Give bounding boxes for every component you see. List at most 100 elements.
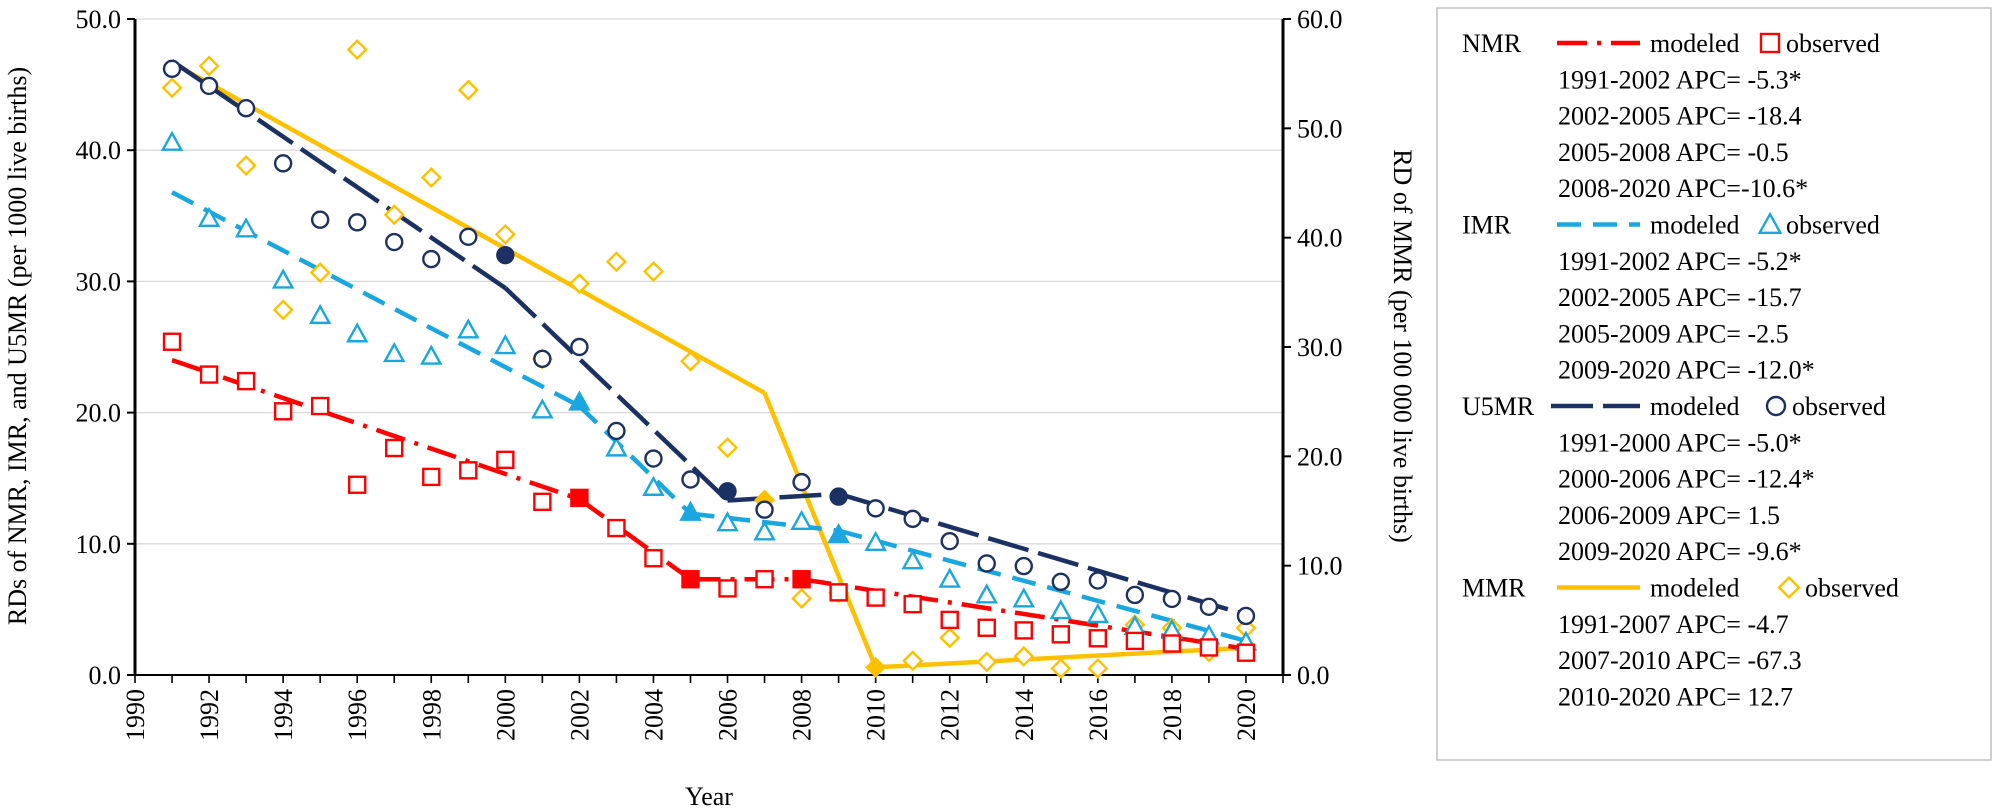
mmr-observed-point (457, 79, 479, 101)
mmr-legend-marker (1777, 575, 1801, 600)
nmr-observed-point (940, 610, 959, 630)
imr-apc-text: 2005-2009 APC= -2.5 (1558, 319, 1789, 348)
imr-apc-text: 1991-2002 APC= -5.2* (1558, 247, 1802, 276)
mmr-observed-point (1087, 657, 1109, 679)
right-y-tick-label: 20.0 (1297, 442, 1343, 471)
imr-observed-point (864, 530, 887, 552)
mmr-observed-point (420, 167, 442, 189)
imr-legend-observed-label: observed (1786, 211, 1880, 240)
nmr-observed-point (755, 570, 774, 589)
imr-observed-point (308, 303, 332, 325)
nmr-observed-point (1051, 625, 1071, 644)
u5mr-observed-point (570, 337, 589, 357)
nmr-apc-text: 2005-2008 APC= -0.5 (1558, 138, 1789, 167)
imr-observed-point (271, 268, 295, 289)
right-y-tick-label: 10.0 (1297, 552, 1343, 581)
right-y-tick-label: 0.0 (1297, 661, 1330, 690)
nmr-observed-point (1014, 621, 1033, 640)
nmr-observed-point (866, 588, 885, 607)
x-tick-label: 2014 (1010, 689, 1039, 741)
u5mr-observed-point (829, 487, 848, 506)
legend-box (1436, 7, 1992, 761)
nmr-observed-point (570, 488, 589, 508)
nmr-observed-point (162, 332, 182, 351)
nmr-observed-point (310, 396, 330, 416)
u5mr-observed-point (310, 210, 330, 229)
imr-observed-point (679, 500, 702, 521)
u5mr-observed-point (162, 59, 182, 79)
u5mr-observed-point (385, 232, 404, 252)
nmr-legend-name: NMR (1462, 29, 1522, 58)
nmr-legend-observed-label: observed (1786, 29, 1880, 58)
u5mr-observed-point (755, 500, 774, 519)
nmr-observed-point (385, 438, 404, 458)
left-y-tick-label: 30.0 (76, 267, 122, 296)
x-tick-label: 2010 (862, 689, 891, 741)
x-tick-label: 1994 (269, 689, 298, 741)
imr-modeled-segment (577, 404, 693, 516)
imr-observed-point (901, 549, 924, 570)
nmr-observed-point (199, 365, 219, 384)
u5mr-observed-point (496, 245, 515, 265)
imr-observed-point (382, 341, 406, 363)
nmr-modeled-segment (171, 357, 581, 502)
nmr-observed-point (1236, 643, 1256, 662)
imr-observed-point (1086, 602, 1110, 624)
u5mr-observed-point (681, 470, 700, 489)
imr-modeled-segment (170, 190, 581, 408)
legend: NMR modeled observed 1991-2002 APC= -5.3* 20… (1436, 7, 1992, 761)
u5mr-legend-name: U5MR (1462, 392, 1535, 421)
series-markers (160, 39, 1258, 679)
nmr-observed-point (273, 402, 293, 421)
mmr-apc-text: 1991-2007 APC= -4.7 (1558, 610, 1789, 639)
imr-observed-point (457, 318, 480, 339)
imr-modeled-segment (838, 528, 1247, 644)
x-tick-label: 1990 (121, 689, 150, 741)
mmr-legend-modeled-label: modeled (1650, 574, 1740, 603)
mmr-observed-point (791, 587, 813, 609)
nmr-apc-text: 2002-2005 APC= -18.4 (1558, 102, 1802, 131)
u5mr-legend-marker (1765, 395, 1787, 417)
mmr-observed-point (494, 223, 516, 245)
nmr-observed-point (792, 570, 811, 589)
left-y-tick-label: 50.0 (76, 5, 122, 34)
left-y-axis-label: RDs of NMR, IMR, and U5MR (per 1000 live… (3, 67, 32, 625)
imr-observed-point (975, 583, 998, 604)
imr-legend-name: IMR (1462, 211, 1512, 240)
nmr-observed-point (1199, 638, 1219, 657)
u5mr-observed-point (940, 531, 959, 551)
x-tick-label: 1998 (417, 689, 446, 741)
u5mr-observed-point (1125, 585, 1145, 605)
x-tick-label: 2016 (1084, 689, 1113, 741)
mmr-observed-point (272, 299, 294, 321)
u5mr-observed-point (866, 499, 885, 518)
axes: 0.0 10.0 20.0 30.0 40.0 50.0 0.0 10.0 20.0 30.0 40… (76, 5, 1343, 741)
nmr-observed-point (422, 467, 441, 487)
nmr-observed-point (533, 492, 552, 512)
u5mr-observed-point (236, 99, 256, 118)
imr-observed-point (345, 322, 369, 343)
mmr-observed-point (902, 650, 924, 672)
imr-observed-point (753, 520, 776, 541)
u5mr-observed-point (903, 509, 922, 529)
x-tick-label: 2004 (639, 689, 668, 741)
nmr-observed-point (1088, 629, 1108, 648)
imr-legend-marker (1757, 211, 1783, 234)
x-axis-label: Year (685, 782, 733, 811)
x-tick-label: 2008 (788, 689, 817, 741)
x-tick-label: 2002 (565, 689, 594, 741)
u5mr-observed-point (1236, 606, 1256, 626)
imr-observed-point (568, 390, 591, 411)
series-lines (170, 59, 1247, 670)
u5mr-apc-text: 1991-2000 APC= -5.0* (1558, 428, 1802, 457)
nmr-modeled-segment (578, 497, 692, 582)
nmr-observed-point (236, 371, 256, 391)
imr-observed-point (160, 130, 184, 151)
left-y-tick-label: 40.0 (76, 136, 122, 165)
imr-observed-point (938, 567, 961, 588)
mmr-legend-name: MMR (1462, 574, 1526, 603)
u5mr-observed-point (459, 227, 478, 246)
right-y-tick-label: 60.0 (1297, 5, 1343, 34)
imr-observed-point (642, 475, 665, 496)
